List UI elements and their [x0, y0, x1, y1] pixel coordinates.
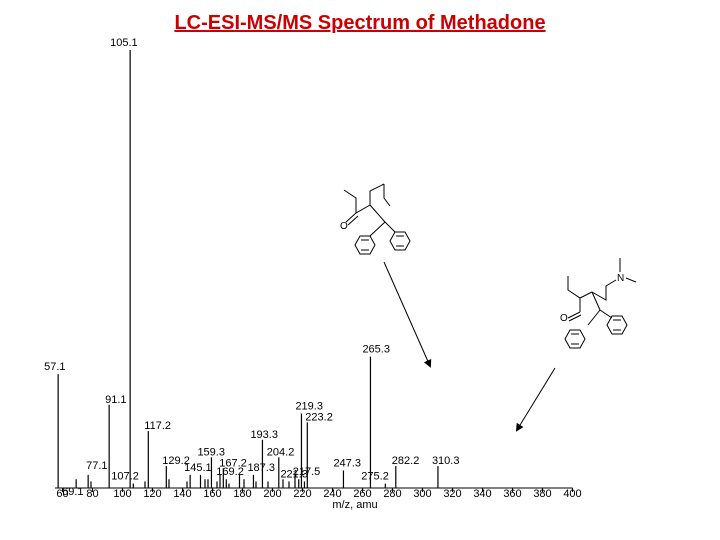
x-tick-label: 360: [503, 488, 521, 500]
peak-label-57.1: 57.1: [44, 361, 65, 373]
axes: 60 80 100 120 140 160 180 200 220 240 260 280 300 320…: [55, 487, 582, 500]
peak-label-159.3: 159.3: [197, 446, 225, 458]
x-tick-label: 160: [203, 488, 221, 500]
peak-label-265.3: 265.3: [362, 344, 390, 356]
peak-label-167.2: 167.2: [219, 457, 247, 469]
peak-label-187.3: 187.3: [247, 462, 275, 474]
peak-labels: 57.1 69.1 77.1 91.1 105.1 107.2 117.2 129.2145.…: [44, 37, 459, 498]
x-tick-label: 300: [413, 488, 431, 500]
peak-label-129.2: 129.2: [162, 455, 190, 467]
x-tick-label: 140: [173, 488, 191, 500]
peak-label-204.2: 204.2: [267, 446, 295, 458]
x-tick-label: 80: [86, 488, 98, 500]
peak-label-310.3: 310.3: [432, 455, 460, 467]
x-tick-label: 220: [293, 488, 311, 500]
peak-label-223.2: 223.2: [305, 411, 333, 423]
arrow-to-265: [383, 261, 432, 368]
x-tick-label: 200: [263, 488, 281, 500]
peak-label-117.2: 117.2: [144, 420, 171, 432]
svg-text:O: O: [560, 313, 568, 324]
peak-label-145.1: 145.1: [184, 462, 212, 474]
x-tick-label: 320: [443, 488, 461, 500]
peak-label-105.1: 105.1: [110, 37, 138, 49]
x-tick-label: 240: [323, 488, 341, 500]
x-tick-label: 340: [473, 488, 491, 500]
x-tick-label: 60: [56, 488, 68, 500]
x-tick-label: 100: [113, 488, 131, 500]
x-tick-label: 180: [233, 488, 251, 500]
peak-label-221.3: 221.3: [280, 468, 308, 480]
x-tick-label: 260: [353, 488, 371, 500]
peak-label-247.3: 247.3: [333, 457, 361, 469]
svg-text:O: O: [340, 221, 348, 232]
peak-label-217.5: 217.5: [293, 466, 321, 478]
structure-fragment-265: O: [340, 183, 411, 255]
chart-title: LC-ESI-MS/MS Spectrum of Methadone: [174, 12, 546, 34]
peak-label-77.1: 77.1: [86, 460, 107, 472]
x-tick-label: 380: [533, 488, 551, 500]
x-axis-label: m/z, amu: [332, 499, 377, 511]
structure-methadone-310: N O: [560, 258, 637, 349]
peak-label-69.1: 69.1: [62, 486, 83, 498]
peak-label-169.2: 169.2: [216, 466, 244, 478]
peak-label-275.2: 275.2: [361, 471, 389, 483]
peaks: [57, 50, 439, 488]
svg-text:N: N: [617, 273, 624, 284]
x-tick-label: 280: [383, 488, 401, 500]
x-tick-label: 120: [143, 488, 161, 500]
peak-label-282.2: 282.2: [392, 455, 420, 467]
peak-label-91.1: 91.1: [105, 394, 126, 406]
peak-label-193.3: 193.3: [250, 429, 278, 441]
x-tick-label: 400: [563, 488, 581, 500]
peak-label-219.3: 219.3: [295, 401, 323, 413]
arrow-to-310: [515, 367, 556, 432]
peak-label-107.2: 107.2: [111, 471, 139, 483]
